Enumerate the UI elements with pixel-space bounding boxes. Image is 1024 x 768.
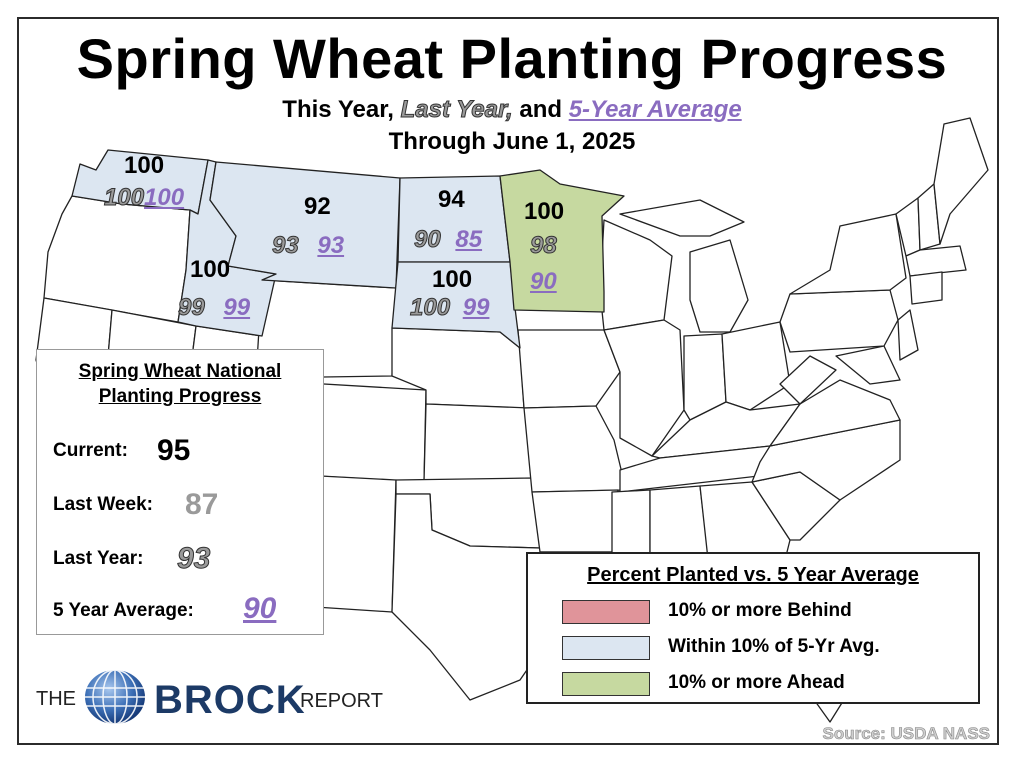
nd-current: 94 (438, 186, 465, 213)
subtitle-five-year: 5-Year Average (568, 96, 742, 123)
page-title: Spring Wheat Planting Progress (76, 27, 948, 90)
national-heading-line2: Planting Progress (98, 385, 262, 407)
subtitle-and: and (519, 96, 563, 123)
state-ia (517, 329, 621, 409)
id-five-year: 99 (223, 294, 251, 321)
state-il (603, 319, 685, 457)
id-last-year: 99 (178, 294, 206, 321)
legend-swatch-within (562, 636, 650, 660)
legend-swatch-ahead (562, 672, 650, 696)
wa-last-year: 100 (103, 184, 145, 211)
sd-last-year: 100 (409, 294, 451, 321)
legend: Percent Planted vs. 5 Year Average 10% o… (526, 552, 980, 704)
state-ks (423, 403, 533, 483)
mt-last-year: 93 (272, 232, 300, 259)
label-mt: 92 (304, 195, 331, 219)
label-sd: 100 (432, 268, 472, 292)
state-nc (751, 419, 901, 501)
label-mn: 100 98 90 (524, 200, 564, 294)
state-ar (531, 489, 619, 553)
national-heading: Spring Wheat National Planting Progress (37, 360, 323, 409)
logo-brock: BROCK (154, 678, 306, 722)
subtitle: This Year, Last Year, and 5-Year Average (0, 96, 1024, 124)
last-year-value: 93 (176, 542, 211, 576)
label-id: 100 (190, 258, 230, 282)
logo-the: THE (36, 688, 76, 710)
current-value: 95 (157, 434, 191, 467)
state-ma (905, 245, 967, 277)
subtitle-last-year: Last Year, (400, 96, 513, 124)
label-mt-values: 93 93 (272, 232, 345, 259)
state-ny (789, 213, 907, 295)
state-wi (599, 219, 673, 331)
mt-current: 92 (304, 193, 331, 220)
nd-last-year: 90 (414, 226, 442, 253)
label-sd-values: 100 99 (409, 294, 490, 321)
mt-five-year: 93 (317, 232, 345, 259)
legend-swatch-behind (562, 600, 650, 624)
wa-current: 100 (124, 152, 165, 179)
last-year-label: Last Year: (53, 548, 144, 569)
legend-label-within: Within 10% of 5-Yr Avg. (668, 636, 880, 657)
state-nj (897, 309, 919, 361)
state-me (933, 117, 989, 245)
source-note: Source: USDA NASS (822, 724, 990, 744)
legend-label-ahead: 10% or more Ahead (668, 672, 845, 693)
national-heading-line1: Spring Wheat National (78, 361, 282, 382)
last-week-label: Last Week: (53, 494, 153, 515)
label-nd: 94 (438, 188, 465, 212)
sd-current: 100 (432, 266, 473, 293)
sd-five-year: 99 (462, 294, 490, 321)
state-mo (523, 405, 627, 493)
slide-frame (17, 17, 999, 745)
subtitle-lead: This Year, (282, 96, 394, 123)
state-md (835, 345, 901, 385)
through-date: Through June 1, 2025 (388, 128, 636, 155)
label-wa: 100 100100 (103, 152, 185, 211)
mn-current: 100 (524, 198, 565, 225)
five-year-label: 5 Year Average: (53, 600, 194, 621)
state-va (769, 379, 901, 447)
legend-label-behind: 10% or more Behind (668, 600, 852, 621)
state-oh (721, 321, 791, 411)
current-label: Current: (53, 440, 128, 461)
mn-five-year: 90 (530, 268, 557, 295)
id-current: 100 (190, 256, 231, 283)
last-week-value: 87 (185, 488, 219, 521)
state-wv (779, 355, 837, 405)
state-pa (779, 289, 899, 353)
globe-icon (85, 669, 145, 725)
label-id-values: 99 99 (178, 294, 251, 321)
nd-five-year: 85 (455, 226, 483, 253)
label-nd-values: 90 85 (414, 226, 483, 253)
five-year-value: 90 (243, 592, 277, 625)
state-ct (909, 271, 943, 305)
mn-last-year: 98 (529, 232, 557, 259)
national-progress-box: Spring Wheat National Planting Progress … (36, 349, 324, 635)
logo-report: REPORT (300, 690, 383, 712)
state-mn (499, 169, 625, 313)
legend-heading: Percent Planted vs. 5 Year Average (587, 564, 919, 586)
wa-five-year: 100 (144, 184, 185, 211)
